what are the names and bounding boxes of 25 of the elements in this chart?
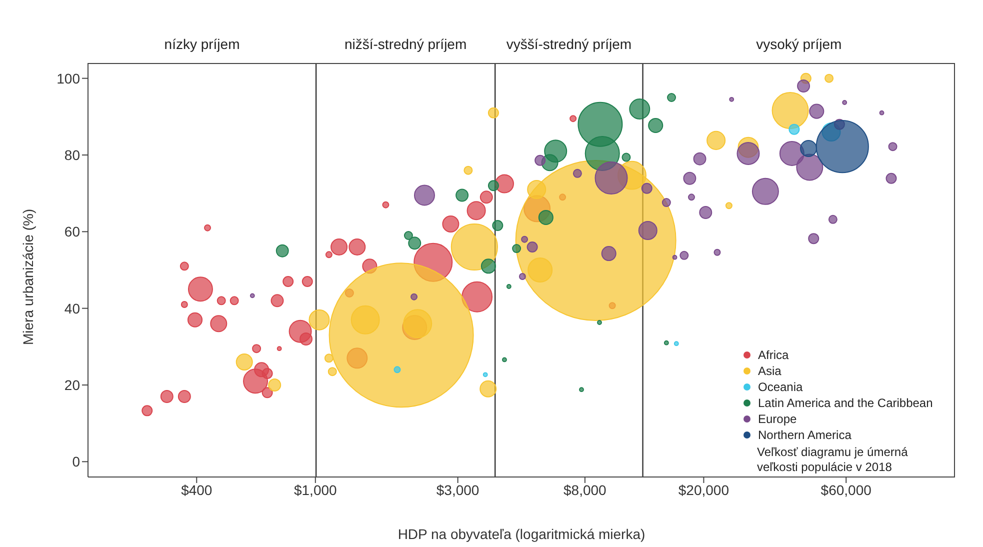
legend-label: Asia [758, 363, 782, 379]
y-axis-title: Miera urbanizácie (%) [20, 208, 36, 345]
text: vysoký príjem [755, 36, 843, 52]
x-tick-label: $400 [181, 482, 212, 498]
legend-label: Africa [758, 347, 789, 363]
text: nižší-stredný príjem [343, 36, 468, 52]
y-tick-label: 0 [72, 454, 80, 470]
y-tick-label: 40 [64, 300, 80, 316]
legend-label: Northern America [758, 427, 852, 443]
text: vyšší-stredný príjem [505, 36, 633, 52]
x-tick-label: $60,000 [820, 482, 872, 498]
x-tick-label: $1,000 [294, 482, 338, 498]
text: nízky príjem [163, 36, 241, 52]
x-tick-label: $3,000 [436, 482, 480, 498]
legend-label: Oceania [758, 379, 803, 395]
y-tick-label: 60 [64, 224, 80, 240]
x-axis-title: HDP na obyvateľa (logaritmická mierka) [398, 526, 646, 542]
x-tick-label: $8,000 [564, 482, 607, 498]
y-tick-label: 100 [56, 70, 80, 86]
legend-label: Latin America and the Caribbean [758, 395, 933, 411]
y-tick-label: 80 [64, 146, 80, 163]
legend-label: Europe [758, 411, 797, 427]
annotation: Veľkosť diagramu je úmerná veľkosti populácie v 2018 [757, 445, 909, 475]
x-tick-label: $20,000 [678, 482, 730, 498]
y-tick-label: 20 [64, 376, 80, 393]
